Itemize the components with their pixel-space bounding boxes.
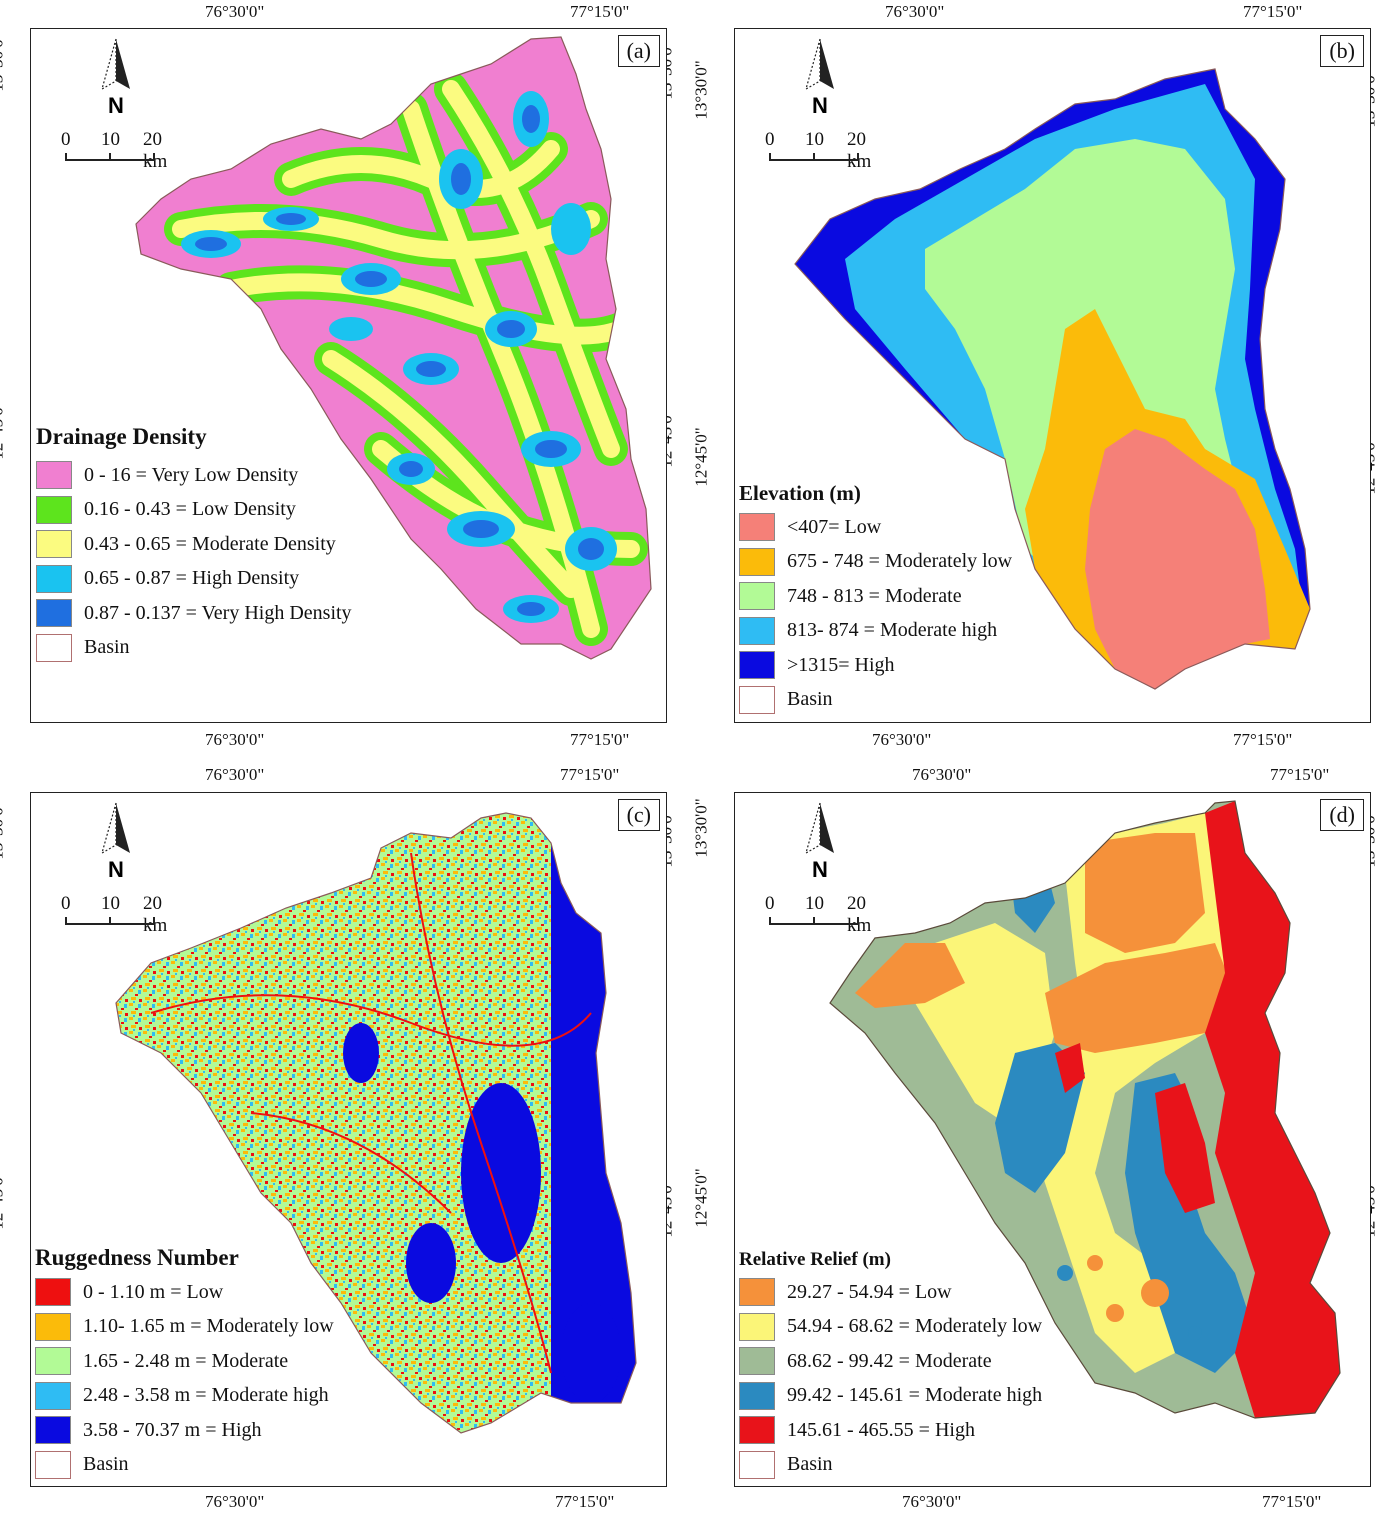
- lon-label-top-1: 76°30'0": [885, 2, 945, 21]
- legend-item: 68.62 - 99.42 = Moderate: [739, 1344, 1042, 1379]
- lat-label-left-2: 12°45'0": [691, 1168, 711, 1228]
- lat-label-left-2: 12°45'0": [0, 400, 7, 460]
- svg-text:N: N: [108, 857, 124, 881]
- lon-label-bottom-1: 76°30'0": [205, 730, 265, 749]
- legend-item: 3.58 - 70.37 m = High: [35, 1413, 334, 1448]
- map-frame: (c) N 0 10 20 km Ruggedness Number 0 - 1…: [30, 792, 667, 1487]
- legend-item: 0.16 - 0.43 = Low Density: [36, 493, 352, 528]
- lon-label-top-1: 76°30'0": [912, 765, 972, 784]
- lon-label-bottom-1: 76°30'0": [205, 1492, 265, 1511]
- legend: Drainage Density 0 - 16 = Very Low Densi…: [36, 424, 352, 665]
- lat-label-left-1: 13°30'0": [0, 800, 7, 860]
- legend-item: 0 - 16 = Very Low Density: [36, 458, 352, 493]
- legend-item: 29.27 - 54.94 = Low: [739, 1275, 1042, 1310]
- ruggedness-number-map: [115, 812, 637, 1434]
- lon-label-top-2: 77°15'0": [570, 2, 630, 21]
- legend-item: 0 - 1.10 m = Low: [35, 1275, 334, 1310]
- legend-title: Drainage Density: [36, 424, 207, 449]
- legend-item: 0.87 - 0.137 = Very High Density: [36, 596, 352, 631]
- legend-item: 1.65 - 2.48 m = Moderate: [35, 1344, 334, 1379]
- lon-label-top-1: 76°30'0": [205, 2, 265, 21]
- legend-item: 99.42 - 145.61 = Moderate high: [739, 1379, 1042, 1414]
- legend-item-basin: Basin: [739, 1448, 1042, 1483]
- legend-item: 748 - 813 = Moderate: [739, 579, 1012, 614]
- legend-item-basin: Basin: [36, 631, 352, 666]
- svg-text:N: N: [108, 93, 124, 117]
- legend: Elevation (m) <407= Low 675 - 748 = Mode…: [739, 481, 1012, 717]
- legend-title: Ruggedness Number: [35, 1245, 239, 1270]
- lon-label-bottom-2: 77°15'0": [1233, 730, 1293, 749]
- scale-bar: 0 10 20 km: [61, 893, 168, 936]
- legend-item: 813- 874 = Moderate high: [739, 614, 1012, 649]
- relative-relief-map: [829, 800, 1341, 1419]
- legend-title: Elevation (m): [739, 481, 861, 505]
- north-arrow-icon: N: [805, 802, 834, 881]
- svg-text:N: N: [812, 93, 828, 117]
- scale-bar: 0 10 20 km: [765, 893, 872, 936]
- lat-label-left-1: 13°30'0": [691, 60, 711, 120]
- legend-item: 0.43 - 0.65 = Moderate Density: [36, 527, 352, 562]
- legend-item: >1315= High: [739, 648, 1012, 683]
- north-arrow-icon: N: [101, 802, 130, 881]
- panel-tag: (b): [1320, 35, 1364, 67]
- legend-item: 54.94 - 68.62 = Moderately low: [739, 1310, 1042, 1345]
- lon-label-top-2: 77°15'0": [560, 765, 620, 784]
- drainage-density-map: [135, 36, 652, 660]
- legend-item: 145.61 - 465.55 = High: [739, 1413, 1042, 1448]
- lon-label-bottom-2: 77°15'0": [555, 1492, 615, 1511]
- lat-label-left-2: 12°45'0": [691, 427, 711, 487]
- legend-title: Relative Relief (m): [739, 1249, 891, 1270]
- scale-bar: 0 10 20 km: [765, 129, 872, 172]
- legend-item: <407= Low: [739, 510, 1012, 545]
- north-arrow-icon: N: [101, 38, 130, 117]
- lon-label-top-2: 77°15'0": [1270, 765, 1330, 784]
- map-frame: (d) N 0 10 20 km Relative Relief (m) 29.…: [734, 792, 1371, 1487]
- legend-item-basin: Basin: [739, 683, 1012, 718]
- lat-label-left-2: 12°45'0": [0, 1170, 7, 1230]
- north-arrow-icon: N: [805, 38, 834, 117]
- legend-item: 0.65 - 0.87 = High Density: [36, 562, 352, 597]
- scale-bar: 0 10 20 km: [61, 129, 168, 172]
- legend-item-basin: Basin: [35, 1448, 334, 1483]
- lon-label-top-1: 76°30'0": [205, 765, 265, 784]
- lon-label-bottom-1: 76°30'0": [872, 730, 932, 749]
- lat-label-left-1: 13°30'0": [691, 798, 711, 858]
- panel-tag: (d): [1320, 799, 1364, 831]
- legend: Relative Relief (m) 29.27 - 54.94 = Low …: [739, 1249, 1042, 1482]
- legend-item: 2.48 - 3.58 m = Moderate high: [35, 1379, 334, 1414]
- lat-label-left-1: 13°30'0": [0, 32, 7, 92]
- lon-label-bottom-2: 77°15'0": [570, 730, 630, 749]
- lon-label-bottom-2: 77°15'0": [1262, 1492, 1322, 1511]
- legend-item: 675 - 748 = Moderately low: [739, 545, 1012, 580]
- map-frame: (a) N 0 10 20 km Drainage Density 0 - 16…: [30, 28, 667, 723]
- panel-tag: (a): [617, 35, 660, 67]
- lon-label-top-2: 77°15'0": [1243, 2, 1303, 21]
- map-frame: (b) N 0 10 20 km Elevation (m) <407= Low…: [734, 28, 1371, 723]
- legend: Ruggedness Number 0 - 1.10 m = Low 1.10-…: [35, 1245, 334, 1482]
- legend-item: 1.10- 1.65 m = Moderately low: [35, 1310, 334, 1345]
- lon-label-bottom-1: 76°30'0": [902, 1492, 962, 1511]
- elevation-map: [794, 68, 1311, 690]
- svg-text:N: N: [812, 857, 828, 881]
- panel-tag: (c): [617, 799, 660, 831]
